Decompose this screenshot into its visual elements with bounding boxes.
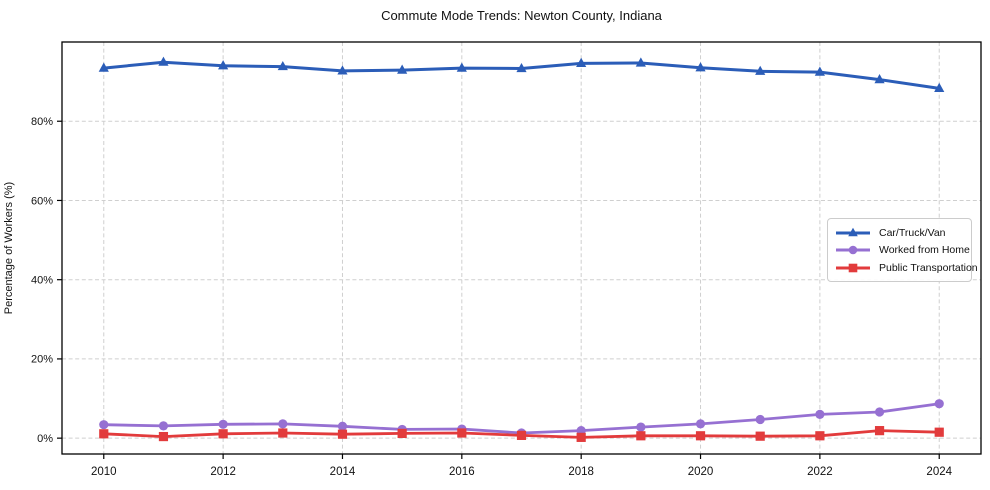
data-point-triangle: [158, 56, 169, 66]
data-point-circle: [636, 422, 646, 432]
data-point-triangle: [576, 57, 587, 67]
legend-item-worked-from-home: Worked from Home: [834, 244, 970, 256]
data-point-square: [218, 429, 228, 439]
data-point-circle: [815, 409, 825, 419]
x-tick-label: 2016: [449, 466, 475, 478]
x-tick-label: 2014: [330, 466, 356, 478]
data-point-circle: [218, 419, 228, 429]
data-point-square: [848, 263, 858, 272]
legend-marker-worked-from-home: [836, 245, 870, 255]
legend-item-car-truck-van: Car/Truck/Van: [834, 227, 965, 239]
data-point-circle: [158, 421, 169, 431]
data-point-square: [874, 426, 885, 436]
data-point-triangle: [516, 62, 527, 73]
data-point-circle: [99, 420, 109, 430]
plot-border: [61, 41, 982, 455]
legend-marker-public-transportation: [836, 263, 870, 272]
data-point-square: [695, 431, 706, 441]
chart-title: Commute Mode Trends: Newton County, Indi…: [381, 8, 662, 23]
data-point-triangle: [874, 74, 885, 84]
y-tick-label: 0%: [37, 433, 53, 445]
data-point-square: [99, 429, 109, 439]
data-point-triangle: [848, 227, 858, 236]
data-point-square: [337, 429, 348, 439]
data-point-triangle: [98, 62, 109, 72]
data-point-circle: [934, 399, 944, 409]
legend-marker-car-truck-van: [836, 227, 870, 236]
legend-label: Car/Truck/Van: [879, 226, 946, 239]
x-tick-label: 2010: [91, 466, 117, 478]
data-point-square: [755, 431, 765, 441]
y-axis-label: Percentage of Workers (%): [3, 181, 15, 315]
data-point-square: [457, 428, 467, 438]
data-point-triangle: [277, 60, 288, 71]
data-point-triangle: [814, 66, 825, 76]
legend-item-public-transportation: Public Transportation: [834, 262, 978, 274]
data-point-triangle: [456, 62, 467, 72]
legend: Car/Truck/Van Worked from Home Public Tr…: [827, 218, 978, 282]
series-2: [99, 426, 944, 442]
data-point-triangle: [934, 82, 945, 92]
data-point-square: [934, 427, 944, 437]
data-point-circle: [755, 414, 765, 425]
legend-label: Public Transportation: [879, 261, 978, 274]
data-point-square: [516, 430, 527, 440]
data-point-circle: [278, 419, 288, 429]
data-point-circle: [874, 407, 885, 417]
data-point-square: [576, 432, 586, 442]
data-point-circle: [337, 421, 348, 431]
y-tick-label: 40%: [31, 274, 53, 286]
data-point-triangle: [695, 62, 706, 72]
y-tick-label: 80%: [31, 116, 53, 128]
data-point-square: [815, 431, 825, 441]
x-tick-label: 2012: [210, 466, 236, 478]
x-tick-label: 2024: [926, 466, 952, 478]
data-point-circle: [848, 245, 858, 255]
data-point-square: [397, 428, 407, 438]
series-0: [98, 56, 945, 92]
legend-label: Worked from Home: [879, 244, 970, 256]
data-point-triangle: [218, 60, 229, 70]
x-tick-label: 2018: [568, 466, 594, 478]
y-tick-label: 20%: [31, 354, 53, 366]
data-point-triangle: [635, 57, 646, 67]
data-point-square: [278, 428, 288, 438]
x-tick-label: 2020: [688, 466, 714, 478]
data-point-square: [636, 431, 646, 441]
data-point-triangle: [397, 64, 408, 74]
data-point-square: [158, 431, 169, 442]
data-point-triangle: [337, 65, 348, 75]
data-point-triangle: [755, 65, 766, 75]
data-point-circle: [695, 419, 706, 429]
x-tick-label: 2022: [807, 466, 833, 478]
y-tick-label: 60%: [31, 195, 53, 207]
